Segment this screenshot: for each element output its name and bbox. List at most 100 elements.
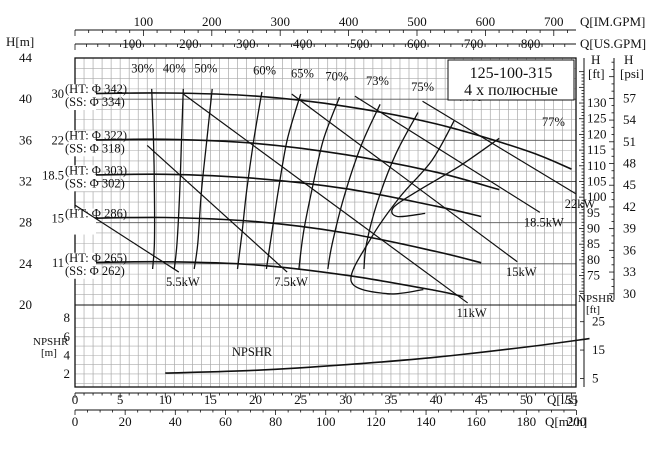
psi-tick-label: 36 <box>623 242 637 257</box>
usgpm-axis-label: Q[US.GPM] <box>580 36 646 51</box>
efficiency-label: 50% <box>194 61 217 75</box>
npshr-m-tick-label: 4 <box>64 347 71 362</box>
head-curves: 30 (HT: Φ 342)(SS: Φ 334)22 (HT: Φ 322)(SS… <box>36 82 572 298</box>
efficiency-curve <box>327 104 381 270</box>
usgpm-tick-label: 600 <box>407 36 427 51</box>
npshr-m-tick-label: 2 <box>64 366 71 381</box>
m3h-tick-label: 180 <box>517 414 537 429</box>
power-line <box>182 93 469 304</box>
efficiency-label: 75% <box>411 80 434 94</box>
npshr-m-axis-label: [m] <box>41 347 57 359</box>
ls-tick-label: 15 <box>204 392 217 407</box>
power-line-label: 7.5kW <box>274 275 308 289</box>
ls-tick-label: 25 <box>294 392 307 407</box>
efficiency-curve <box>151 88 156 270</box>
grid <box>74 57 576 387</box>
m3h-tick-label: 120 <box>366 414 386 429</box>
ft-axis-label: [ft] <box>588 66 605 81</box>
head-m-tick-label: 44 <box>19 50 33 65</box>
head-curve-label: (HT: Φ 303) <box>65 163 127 177</box>
power-line-label: 11kW <box>457 306 487 320</box>
head-curve-label-bg <box>36 252 96 279</box>
npshr-curve-label: NPSHR <box>232 345 273 359</box>
npshr-ft-axis-label: NPSHR <box>578 293 614 305</box>
efficiency-curve <box>391 137 500 218</box>
head-curve-label: (HT: Φ 265) <box>65 251 127 265</box>
imgpm-tick-label: 500 <box>407 14 427 29</box>
efficiency-label: 60% <box>253 63 276 77</box>
power-line-label: 15kW <box>506 265 537 279</box>
power-line <box>354 95 541 213</box>
ft-tick-label: 95 <box>587 205 600 220</box>
efficiency-curve <box>265 93 302 270</box>
head-curve-label: 22 <box>52 133 65 147</box>
head-curve-label: (SS: Φ 318) <box>65 141 125 155</box>
ft-tick-label: 100 <box>587 189 607 204</box>
npshr-ft-tick-label: 15 <box>592 342 605 357</box>
efficiency-curve <box>236 91 263 270</box>
ls-tick-label: 20 <box>249 392 262 407</box>
ft-tick-label: 130 <box>587 95 607 110</box>
head-curve <box>74 92 572 170</box>
m3h-tick-label: 20 <box>119 414 132 429</box>
ls-tick-label: 55 <box>565 392 578 407</box>
efficiency-label: 70% <box>325 70 348 84</box>
usgpm-tick-label: 200 <box>179 36 199 51</box>
imgpm-tick-label: 300 <box>270 14 290 29</box>
usgpm-tick-label: 700 <box>464 36 484 51</box>
chart-subtitle: 4 x полюсные <box>464 82 558 99</box>
power-line <box>291 93 518 263</box>
ft-tick-label: 115 <box>587 142 606 157</box>
psi-tick-label: 51 <box>623 134 636 149</box>
npshr-m-tick-label: 8 <box>64 310 71 325</box>
head-curve <box>74 138 500 191</box>
npshr-ft-tick-label: 25 <box>592 314 605 329</box>
m3h-tick-label: 200 <box>567 414 587 429</box>
ls-tick-label: 5 <box>117 392 124 407</box>
ft-tick-label: 105 <box>587 173 607 188</box>
head-curve-label: 15 <box>52 212 65 226</box>
ft-tick-label: 75 <box>587 268 600 283</box>
efficiency-curve <box>173 88 184 270</box>
ls-tick-label: 35 <box>384 392 397 407</box>
ft-tick-label: 120 <box>587 126 607 141</box>
head-curve-label-bg <box>36 165 96 192</box>
power-line-label: 18.5kW <box>524 215 564 229</box>
head-curve-label: 11 <box>52 256 64 270</box>
head-curve-label: (HT: Φ 286) <box>65 207 127 221</box>
head-m-tick-label: 24 <box>19 256 33 271</box>
chart-title: 125-100-315 <box>470 65 553 82</box>
head-m-tick-label: 36 <box>19 132 33 147</box>
npshr-line <box>165 337 590 374</box>
npshr-ft-axis-label: [ft] <box>586 304 600 316</box>
usgpm-tick-label: 500 <box>350 36 370 51</box>
psi-tick-label: 39 <box>623 221 636 236</box>
ft-tick-label: 125 <box>587 111 607 126</box>
usgpm-tick-label: 400 <box>293 36 313 51</box>
m3h-tick-label: 160 <box>466 414 486 429</box>
npshr-m-axis-label: NPSHR <box>33 336 69 348</box>
efficiency-label: 30% <box>131 61 154 75</box>
ft-tick-label: 85 <box>587 236 600 251</box>
efficiency-label: 77% <box>542 115 565 129</box>
psi-tick-label: 42 <box>623 199 636 214</box>
npshr-m-tick-label: 6 <box>64 329 71 344</box>
efficiency-curve <box>193 88 213 270</box>
usgpm-tick-label: 300 <box>236 36 256 51</box>
power-line <box>422 100 577 195</box>
head-m-tick-label: 20 <box>19 297 32 312</box>
head-curve-label: (HT: Φ 342) <box>65 82 127 96</box>
ft-tick-label: 80 <box>587 252 600 267</box>
head-curve-label: (SS: Φ 302) <box>65 176 125 190</box>
psi-axis-label: H <box>624 52 633 67</box>
m3h-tick-label: 0 <box>72 414 79 429</box>
psi-tick-label: 57 <box>623 90 637 105</box>
m3h-tick-label: 80 <box>269 414 282 429</box>
head-curve-label: (HT: Φ 322) <box>65 128 127 142</box>
m3h-tick-label: 100 <box>316 414 336 429</box>
ls-tick-label: 50 <box>520 392 533 407</box>
head-curve <box>74 173 482 218</box>
psi-tick-label: 45 <box>623 177 636 192</box>
head-m-axis-label: H[m] <box>6 34 34 49</box>
ls-tick-label: 45 <box>475 392 488 407</box>
